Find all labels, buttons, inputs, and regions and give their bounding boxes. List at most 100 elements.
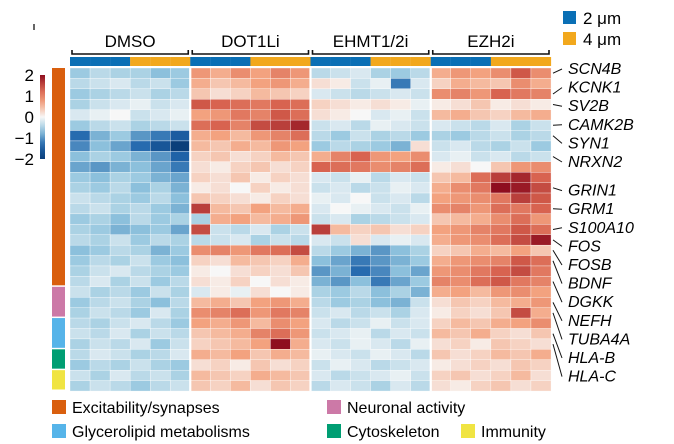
heatmap-cell (450, 182, 472, 194)
heatmap-cell (350, 88, 371, 100)
heatmap-cell (390, 119, 411, 131)
heatmap-cell (310, 172, 331, 183)
heatmap-cell (129, 88, 151, 100)
heatmap-cell (370, 203, 391, 215)
category-legend-swatch-glycerolipid-metabolisms (52, 424, 66, 438)
heatmap-cell (530, 317, 552, 329)
colorbar-tick-label: 1 (25, 87, 34, 106)
heatmap-cell (270, 265, 291, 277)
heatmap-cell (89, 369, 111, 381)
heatmap-cell (69, 192, 91, 204)
heatmap-cell (310, 369, 331, 381)
heatmap-cell (170, 255, 191, 267)
heatmap-cell (149, 317, 171, 329)
heatmap-cell (390, 297, 411, 308)
heatmap-cell (210, 307, 231, 319)
heatmap-cell (109, 224, 131, 235)
heatmap-cell (330, 255, 351, 267)
heatmap-cell (250, 192, 271, 204)
heatmap-cell (350, 255, 371, 267)
heatmap-cell (250, 182, 271, 194)
heatmap-cell (530, 213, 552, 225)
heatmap-cell (510, 213, 532, 225)
heatmap-cell (470, 140, 492, 152)
category-legend-label-glycerolipid-metabolisms: Glycerolipid metabolisms (72, 424, 250, 441)
treatment-label-dot1li: DOT1Li (221, 32, 280, 51)
heatmap-cell (350, 192, 371, 204)
heatmap-cell (89, 99, 111, 110)
heatmap-cell (69, 99, 91, 110)
heatmap-cell (69, 338, 91, 350)
heatmap-cell (149, 286, 171, 298)
heatmap-cell (350, 317, 371, 329)
heatmap-cell (69, 172, 91, 183)
heatmap-cell (390, 255, 411, 267)
heatmap-cell (270, 224, 291, 235)
heatmap-cell (89, 307, 111, 319)
heatmap-cell (69, 255, 91, 267)
heatmap-cell (210, 380, 231, 392)
heatmap-cell (450, 140, 472, 152)
heatmap-cell (510, 99, 532, 110)
heatmap-cell (69, 182, 91, 194)
heatmap-cell (270, 140, 291, 152)
heatmap-cell (89, 349, 111, 360)
heatmap-cell (290, 328, 311, 340)
heatmap-cell (170, 213, 191, 225)
heatmap-cell (430, 338, 452, 350)
heatmap-cell (310, 244, 331, 256)
heatmap-cell (330, 349, 351, 360)
category-segment-immunity (52, 370, 65, 390)
gene-leader-line (552, 87, 563, 95)
heatmap-cell (410, 119, 431, 131)
heatmap-cell (270, 255, 291, 267)
treatment-label-ezh2i: EZH2i (467, 32, 514, 51)
heatmap-cell (390, 328, 411, 340)
heatmap-cell (270, 88, 291, 100)
heatmap-cell (149, 78, 171, 90)
heatmap-cell (170, 317, 191, 329)
heatmap-cell (490, 78, 512, 90)
heatmap-cell (270, 297, 291, 308)
size-bar-segment (170, 57, 191, 66)
heatmap-cell (109, 140, 131, 152)
heatmap-cell (510, 369, 532, 381)
heatmap-cell (330, 192, 351, 204)
heatmap-cell (230, 172, 251, 183)
heatmap-cell (69, 203, 91, 215)
heatmap-cell (149, 224, 171, 235)
heatmap-cell (310, 349, 331, 360)
heatmap-cell (510, 328, 532, 340)
heatmap-cell (450, 369, 472, 381)
heatmap-cell (69, 276, 91, 288)
heatmap-cell (310, 359, 331, 371)
heatmap-cell (129, 244, 151, 256)
heatmap-cell (270, 380, 291, 392)
heatmap-cell (190, 151, 211, 162)
heatmap-cell (370, 349, 391, 360)
heatmap-cell (390, 265, 411, 277)
heatmap-cell (330, 88, 351, 100)
heatmap-cell (530, 130, 552, 142)
heatmap-cell (390, 359, 411, 371)
treatment-label-ehmt1-2i: EHMT1/2i (333, 32, 409, 51)
heatmap-cell (129, 255, 151, 267)
size-bar-segment (130, 57, 151, 66)
heatmap-cell (230, 328, 251, 340)
heatmap-cell (510, 255, 532, 267)
heatmap-cell (270, 151, 291, 162)
heatmap-cell (450, 286, 472, 298)
heatmap-cell (170, 380, 191, 392)
heatmap-cell (410, 380, 431, 392)
heatmap-cell (149, 380, 171, 392)
heatmap-cell (490, 67, 512, 79)
heatmap-cell (129, 349, 151, 360)
heatmap-cell (430, 172, 452, 183)
heatmap-cell (490, 172, 512, 183)
heatmap-cell (109, 286, 131, 298)
heatmap-cell (490, 297, 512, 308)
heatmap-cell (89, 224, 111, 235)
heatmap-cell (290, 338, 311, 350)
heatmap-cell (250, 130, 271, 142)
heatmap-cell (470, 328, 492, 340)
